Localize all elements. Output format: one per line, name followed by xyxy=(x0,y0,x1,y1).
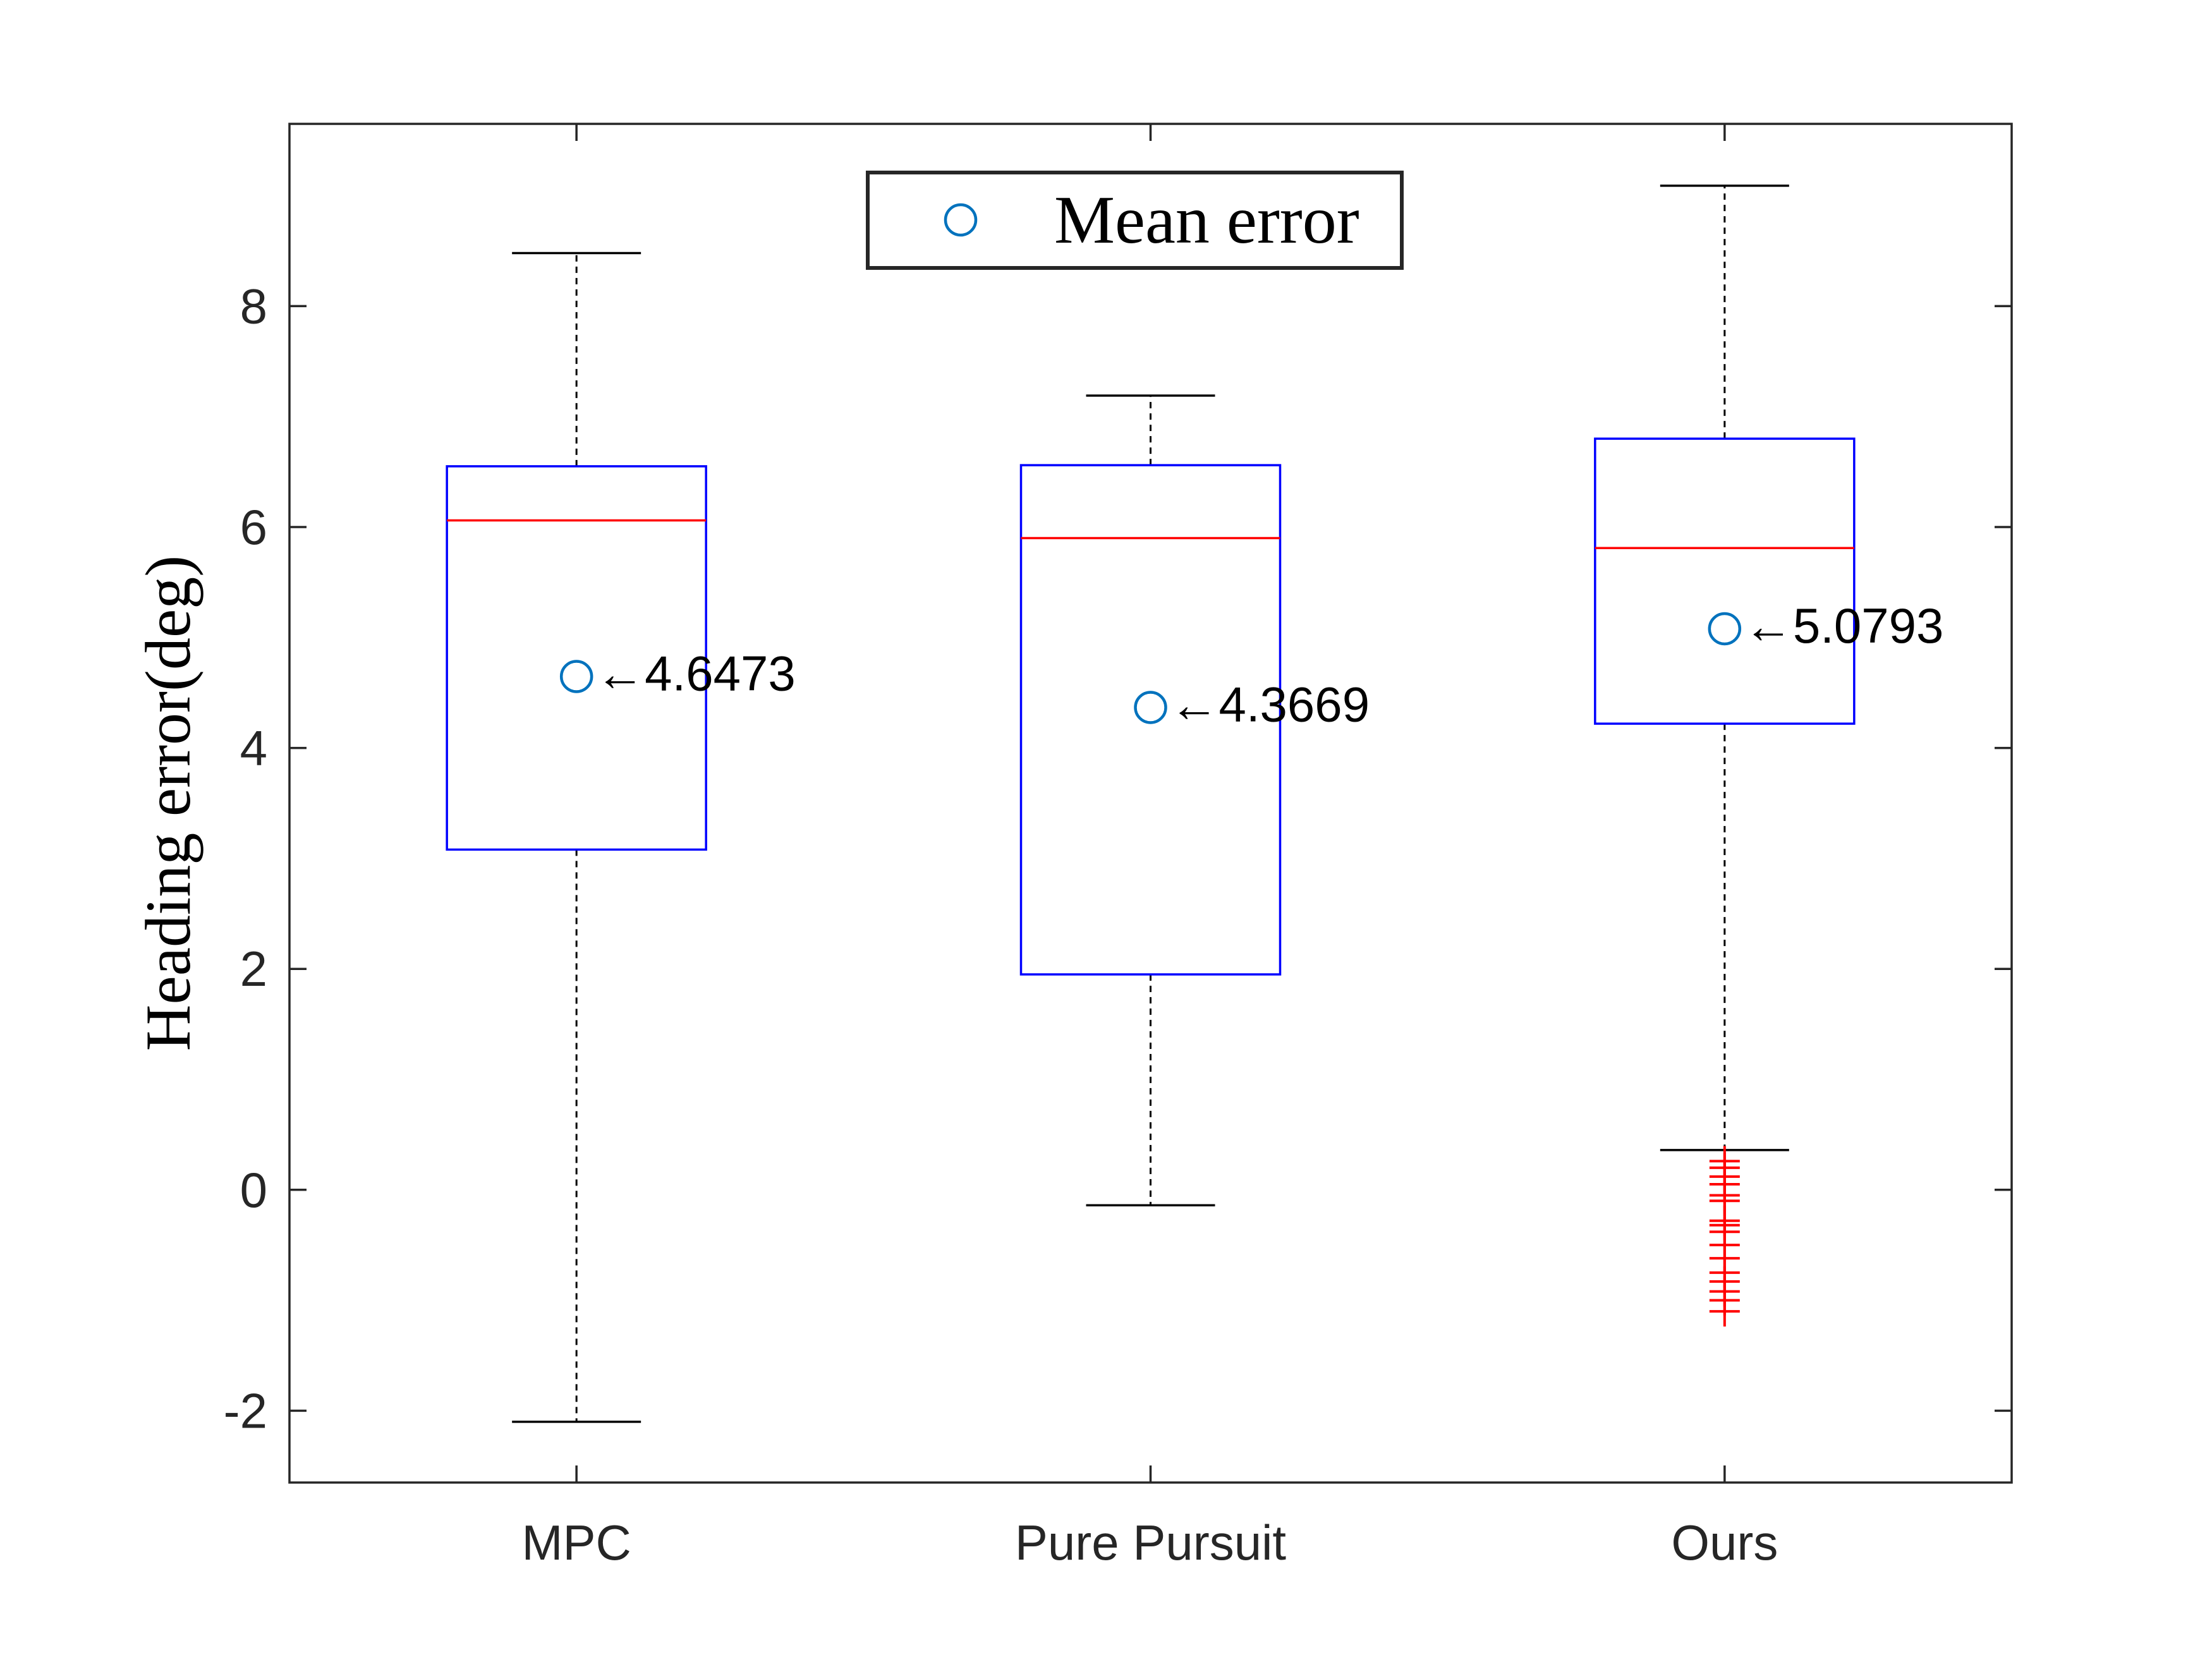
legend-mean-marker xyxy=(944,203,978,237)
mean-marker xyxy=(1708,612,1742,646)
y-tick-label: 0 xyxy=(240,1162,267,1218)
box-group-3: ←5.0793 xyxy=(1594,185,1944,1327)
legend: Mean error xyxy=(866,171,1404,270)
legend-box xyxy=(866,171,1404,270)
x-tick-label: Ours xyxy=(1671,1515,1778,1570)
legend-entry-mean-error: Mean error xyxy=(1054,183,1359,258)
y-tick-label: 4 xyxy=(240,720,267,776)
mean-label: ←5.0793 xyxy=(1744,598,1944,653)
box-group-1: ←4.6473 xyxy=(446,252,796,1423)
axis-ticks: MPC Pure Pursuit Ours -2 0 2 4 6 8 xyxy=(224,124,2012,1570)
mean-marker xyxy=(1134,691,1167,724)
iqr-box xyxy=(1594,437,1856,725)
box-group-2: ←4.3669 xyxy=(1019,394,1370,1207)
outlier-marker xyxy=(1709,1296,1740,1327)
y-tick-label: 2 xyxy=(240,941,267,997)
y-tick-label: -2 xyxy=(224,1383,267,1438)
mean-label: ←4.3669 xyxy=(1170,676,1370,732)
y-tick-label: 8 xyxy=(240,278,267,334)
x-tick-label: Pure Pursuit xyxy=(1015,1515,1287,1570)
y-axis-label: Heading error(deg) xyxy=(133,555,204,1051)
mean-marker xyxy=(559,660,593,693)
x-tick-label: MPC xyxy=(521,1515,631,1570)
y-tick-label: 6 xyxy=(240,499,267,555)
mean-label: ←4.6473 xyxy=(595,645,796,701)
plot-marks: ←4.6473 ←4.3669 ←5.0793 xyxy=(446,185,1944,1423)
iqr-box xyxy=(446,465,707,851)
iqr-box xyxy=(1019,464,1282,976)
